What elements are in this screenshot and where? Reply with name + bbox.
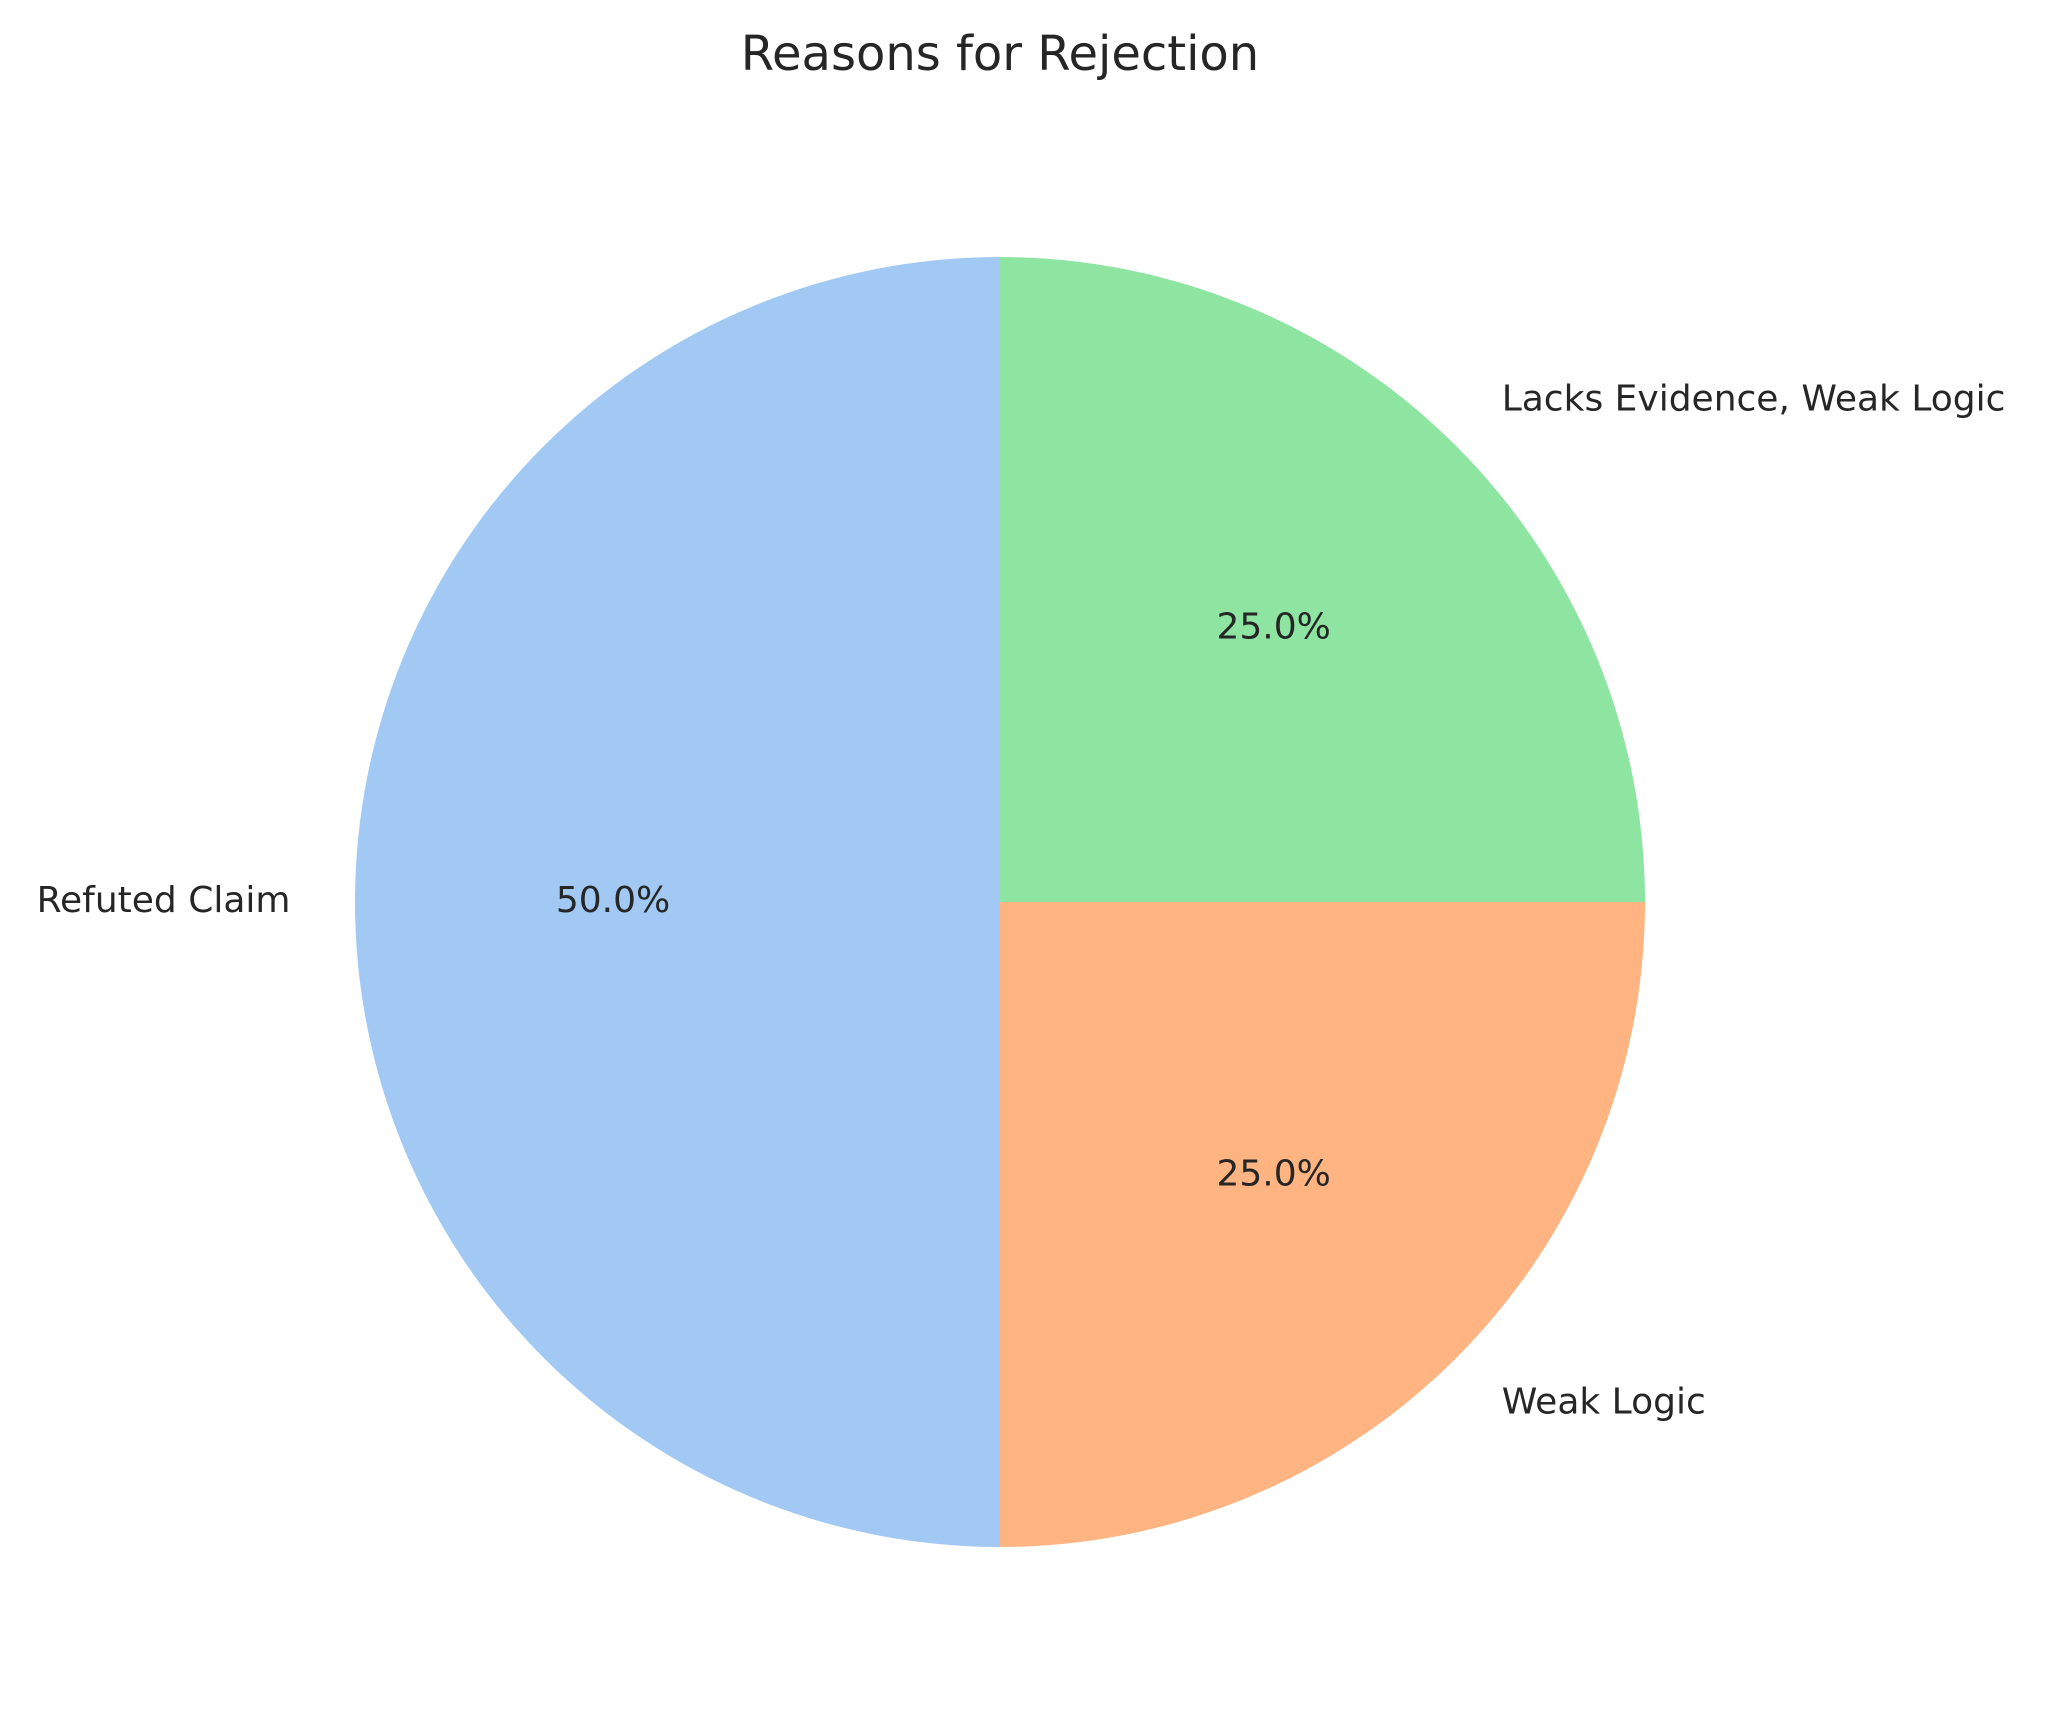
pie-labels: Refuted Claim 50.0% Weak Logic 25.0% Lacks E…	[37, 378, 2006, 1422]
slice-label: Lacks Evidence, Weak Logic	[1502, 378, 2006, 419]
slice-label: Weak Logic	[1502, 1382, 1706, 1423]
pie-slice-refuted-claim	[355, 257, 1000, 1547]
slice-label: Refuted Claim	[37, 880, 291, 921]
pie-slices	[355, 257, 1645, 1547]
slice-percent-label: 50.0%	[556, 880, 670, 921]
slice-percent-label: 25.0%	[1216, 606, 1330, 647]
pie-slice-lacks-evidence-weak-logic	[1000, 257, 1645, 902]
pie-slice-weak-logic	[1000, 902, 1645, 1547]
chart-title: Reasons for Rejection	[741, 26, 1259, 82]
slice-percent-label: 25.0%	[1216, 1154, 1330, 1195]
